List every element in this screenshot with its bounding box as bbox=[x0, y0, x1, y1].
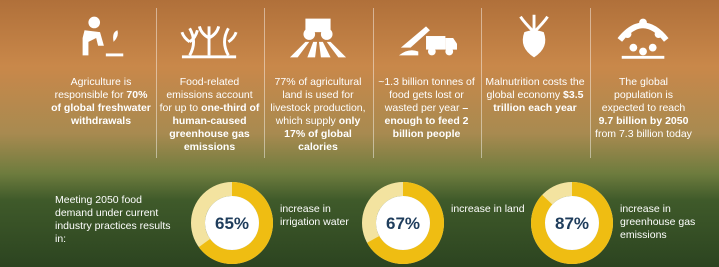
fact-icon bbox=[505, 12, 565, 62]
fact-text: 77% of agricultural land is used for liv… bbox=[268, 76, 368, 154]
donut-value: 65% bbox=[215, 214, 249, 233]
divider bbox=[264, 8, 265, 158]
fact-icon bbox=[71, 12, 131, 62]
divider bbox=[590, 8, 591, 158]
fact-panel: Agriculture is responsible for 70% of gl… bbox=[47, 0, 155, 165]
fact-text-part: from 7.3 billion today bbox=[595, 128, 692, 140]
fact-panel: The global population is expected to rea… bbox=[590, 0, 698, 165]
fact-panel: Malnutrition costs the global economy $3… bbox=[481, 0, 589, 165]
donut-label: increase in irrigation water bbox=[280, 203, 360, 229]
fact-icon bbox=[288, 12, 348, 62]
fact-text: The global population is expected to rea… bbox=[594, 76, 694, 141]
fact-icon bbox=[180, 12, 240, 62]
fact-panel: Food-related emissions account for up to… bbox=[156, 0, 264, 165]
fact-text: Agriculture is responsible for 70% of gl… bbox=[51, 76, 151, 128]
donut-label: increase in land bbox=[451, 203, 531, 216]
fact-icon bbox=[397, 12, 457, 62]
fact-text-bold: 9.7 billion by 2050 bbox=[599, 115, 689, 127]
fact-text: ~1.3 billion tonnes of food gets lost or… bbox=[377, 76, 477, 141]
fact-text-part: The global population is expected to rea… bbox=[602, 76, 685, 114]
divider bbox=[481, 8, 482, 158]
fact-text: Malnutrition costs the global economy $3… bbox=[485, 76, 585, 115]
fact-text-part: Agriculture is responsible for bbox=[55, 76, 132, 101]
divider bbox=[156, 8, 157, 158]
infographic: Meeting 2050 food demand under current i… bbox=[0, 0, 719, 267]
fact-panel: 77% of agricultural land is used for liv… bbox=[264, 0, 372, 165]
fact-text-part: ~1.3 billion tonnes of food gets lost or… bbox=[378, 76, 475, 114]
fact-panel: ~1.3 billion tonnes of food gets lost or… bbox=[373, 0, 481, 165]
divider bbox=[373, 8, 374, 158]
fact-text: Food-related emissions account for up to… bbox=[160, 76, 260, 154]
donut-value: 87% bbox=[555, 214, 589, 233]
donut-label: increase in greenhouse gas emissions bbox=[620, 203, 700, 242]
donut-value: 67% bbox=[386, 214, 420, 233]
fact-icon bbox=[614, 12, 674, 62]
